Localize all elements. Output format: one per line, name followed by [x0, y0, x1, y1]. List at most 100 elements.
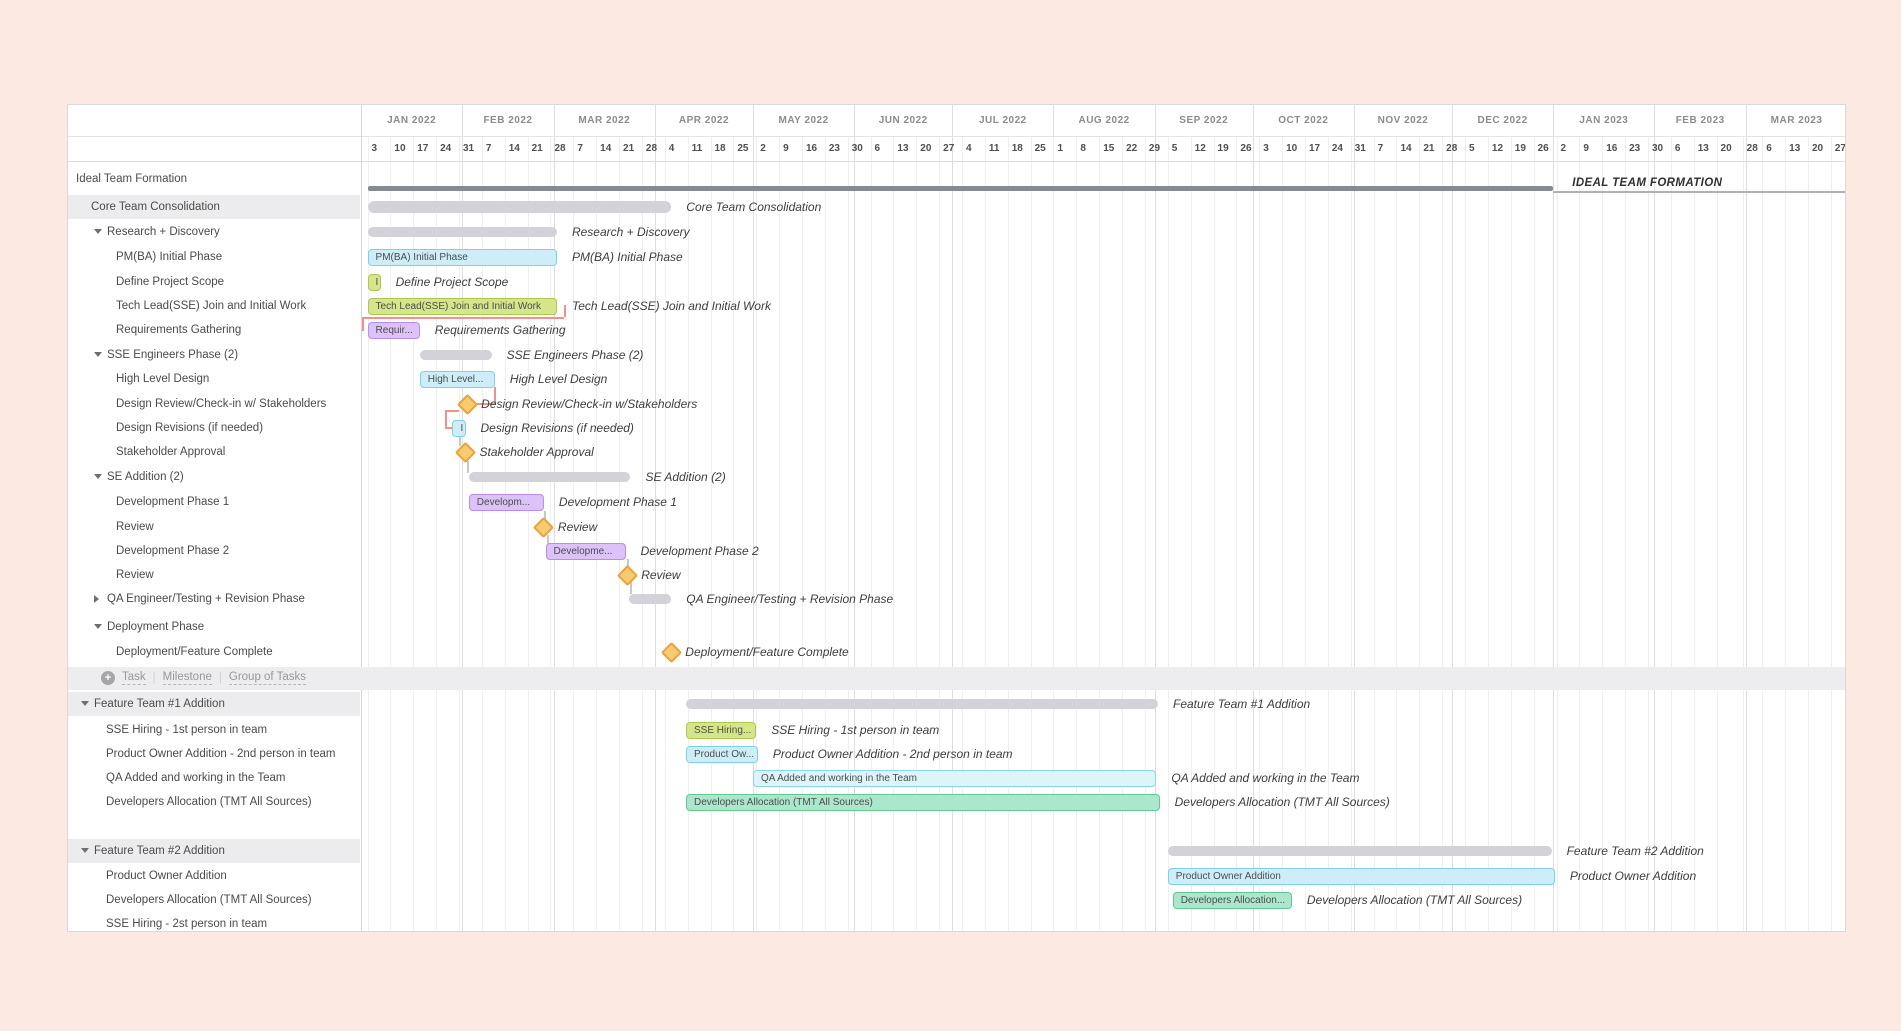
week-gridline	[1030, 136, 1032, 931]
week-gridline	[1327, 136, 1329, 931]
add-task-link[interactable]: Task	[122, 671, 146, 685]
task-bar[interactable]: Product Ow...	[686, 745, 758, 763]
week-gridline	[413, 136, 415, 931]
month-gridline	[952, 105, 954, 931]
dependency-connector	[467, 461, 469, 473]
month-gridline	[854, 105, 856, 931]
task-row-label[interactable]: Developers Allocation (TMT All Sources)	[106, 894, 312, 906]
month-band-divider	[68, 136, 1845, 137]
group-summary-bar[interactable]	[1167, 846, 1552, 856]
group-summary-bar[interactable]	[367, 201, 672, 213]
critical-dependency-connector	[564, 305, 566, 317]
month-gridline	[553, 105, 555, 931]
project-summary-bar[interactable]	[367, 186, 1554, 191]
task-row-label[interactable]: High Level Design	[116, 373, 210, 385]
month-cell: SEP 2022	[1179, 115, 1229, 126]
group-summary-bar[interactable]	[419, 350, 492, 360]
week-number-label: 28	[554, 143, 566, 154]
row-highlight	[68, 195, 360, 219]
task-row-label[interactable]: SSE Engineers Phase (2)	[107, 349, 239, 361]
week-gridline	[779, 136, 781, 931]
week-number-label: 14	[508, 143, 520, 154]
task-row-label[interactable]: Development Phase 2	[116, 545, 230, 557]
week-number-label: 17	[1308, 143, 1321, 154]
dependency-connector	[627, 559, 629, 569]
add-group-of-tasks-link[interactable]: Group of Tasks	[228, 671, 307, 685]
week-gridline	[573, 136, 575, 931]
task-row-label[interactable]: SSE Hiring - 1st person in team	[106, 724, 268, 736]
add-milestone-link[interactable]: Milestone	[162, 671, 212, 685]
task-row-label[interactable]: Design Revisions (if needed)	[116, 422, 264, 434]
task-row-label[interactable]: Developers Allocation (TMT All Sources)	[106, 796, 312, 808]
task-bar[interactable]: I	[452, 419, 466, 437]
bar-right-label: PM(BA) Initial Phase	[571, 250, 683, 264]
week-gridline	[1350, 136, 1352, 931]
month-cell: FEB 2023	[1675, 115, 1725, 126]
task-bar[interactable]: Product Owner Addition	[1167, 867, 1555, 885]
collapse-arrow-icon[interactable]	[94, 352, 102, 357]
task-row-label[interactable]: Deployment/Feature Complete	[116, 646, 273, 658]
task-bar[interactable]: Developme...	[545, 542, 626, 560]
week-number-label: 3	[1263, 143, 1269, 154]
dependency-connector	[459, 437, 461, 446]
group-summary-bar[interactable]	[686, 699, 1158, 709]
task-row-label[interactable]: QA Added and working in the Team	[106, 772, 286, 784]
week-gridline	[527, 136, 529, 931]
week-gridline	[1236, 136, 1238, 931]
collapse-arrow-icon[interactable]	[94, 624, 102, 629]
week-gridline	[367, 136, 369, 931]
task-row-label[interactable]: Development Phase 1	[116, 496, 230, 508]
group-summary-bar[interactable]	[628, 594, 672, 604]
task-bar[interactable]: QA Added and working in the Team	[752, 769, 1157, 787]
task-row-label[interactable]: Feature Team #1 Addition	[94, 698, 225, 710]
task-row-label[interactable]: Review	[116, 569, 154, 581]
collapse-arrow-icon[interactable]	[94, 229, 102, 234]
expand-arrow-icon[interactable]	[94, 595, 99, 603]
week-gridline	[1053, 136, 1055, 931]
task-bar[interactable]: Tech Lead(SSE) Join and Initial Work	[367, 297, 557, 315]
task-row-label[interactable]: Define Project Scope	[116, 276, 225, 288]
month-cell: JAN 2022	[387, 115, 437, 126]
task-bar[interactable]: Requir...	[367, 321, 420, 339]
task-row-label[interactable]: PM(BA) Initial Phase	[116, 251, 223, 263]
task-row-label[interactable]: Research + Discovery	[107, 226, 220, 238]
task-row-label[interactable]: Core Team Consolidation	[91, 201, 220, 213]
task-row-label[interactable]: Review	[116, 521, 154, 533]
month-cell: MAR 2023	[1770, 115, 1823, 126]
task-row-label[interactable]: Product Owner Addition - 2nd person in t…	[106, 748, 336, 760]
week-number-label: 25	[737, 143, 749, 154]
month-cell: MAR 2022	[578, 115, 631, 126]
group-summary-bar[interactable]	[367, 227, 557, 237]
task-row-label[interactable]: Product Owner Addition	[106, 870, 227, 882]
task-bar[interactable]: Developm...	[468, 493, 544, 511]
week-number-label: 30	[851, 143, 863, 154]
task-row-label[interactable]: Requirements Gathering	[116, 324, 242, 336]
week-number-label: 20	[1812, 143, 1824, 154]
task-row-label[interactable]: Deployment Phase	[107, 621, 205, 633]
week-number-label: 26	[1240, 143, 1252, 154]
month-gridline	[1451, 105, 1453, 931]
task-bar[interactable]: Developers Allocation...	[1172, 891, 1292, 909]
task-bar[interactable]: I	[367, 273, 381, 291]
task-row-label[interactable]: QA Engineer/Testing + Revision Phase	[107, 593, 305, 605]
task-bar[interactable]: Developers Allocation (TMT All Sources)	[686, 793, 1160, 811]
task-row-label[interactable]: SE Addition (2)	[107, 471, 184, 483]
task-row-label[interactable]: Tech Lead(SSE) Join and Initial Work	[116, 300, 307, 312]
week-number-label: 23	[1629, 143, 1641, 154]
group-summary-bar[interactable]	[468, 472, 631, 482]
task-bar[interactable]: SSE Hiring...	[686, 721, 757, 739]
task-row-label[interactable]: Stakeholder Approval	[116, 446, 226, 458]
task-row-label[interactable]: Design Review/Check-in w/ Stakeholders	[116, 398, 327, 410]
task-row-label[interactable]: Feature Team #2 Addition	[94, 845, 225, 857]
collapse-arrow-icon[interactable]	[94, 474, 102, 479]
add-plus-icon[interactable]: +	[101, 671, 115, 685]
project-title[interactable]: Ideal Team Formation	[76, 173, 188, 185]
bar-right-label: Core Team Consolidation	[686, 200, 822, 214]
project-banner-label: IDEAL TEAM FORMATION	[1572, 177, 1723, 189]
collapse-arrow-icon[interactable]	[81, 701, 89, 706]
task-row-label[interactable]: SSE Hiring - 2st person in team	[106, 918, 268, 930]
task-bar[interactable]: PM(BA) Initial Phase	[367, 248, 557, 266]
collapse-arrow-icon[interactable]	[81, 848, 89, 853]
week-gridline	[1076, 136, 1078, 931]
task-bar[interactable]: High Level...	[419, 370, 495, 388]
